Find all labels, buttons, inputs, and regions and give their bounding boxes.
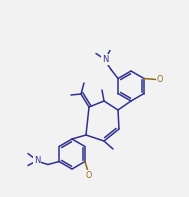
Text: O: O <box>86 171 92 180</box>
Text: N: N <box>102 55 108 64</box>
Text: N: N <box>34 156 40 165</box>
Text: O: O <box>157 75 163 84</box>
